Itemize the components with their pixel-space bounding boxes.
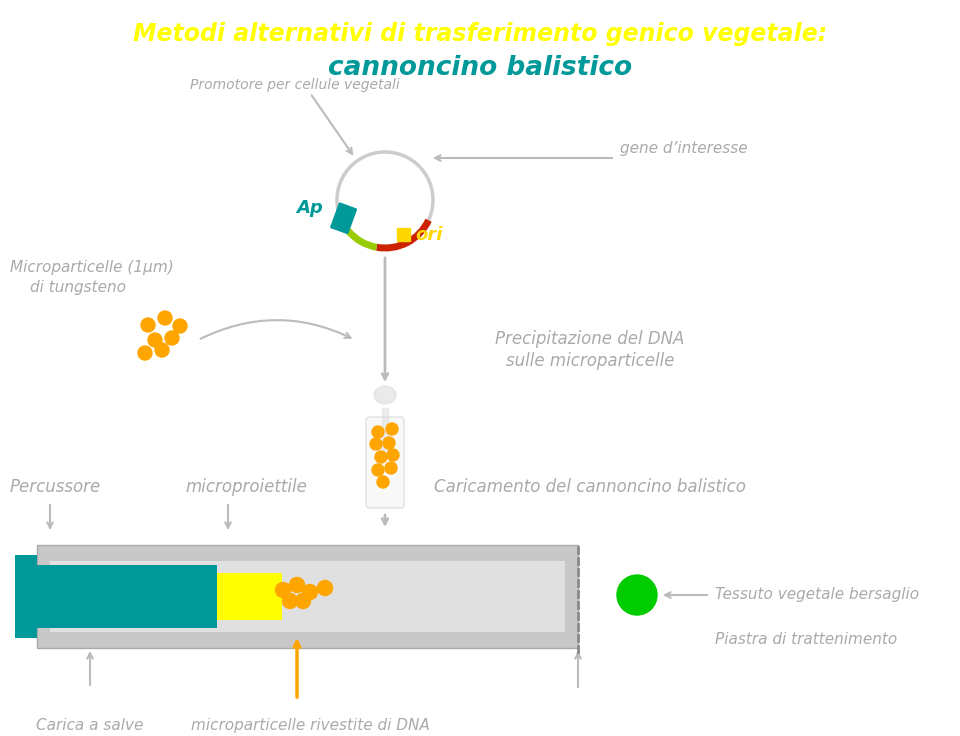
Circle shape [370, 438, 382, 450]
Circle shape [617, 575, 657, 615]
Ellipse shape [374, 386, 396, 404]
Text: ori: ori [415, 226, 443, 244]
Bar [397, 228, 410, 241]
Circle shape [318, 581, 332, 595]
Circle shape [282, 593, 298, 609]
Text: Ap: Ap [297, 199, 323, 217]
Text: Piastra di trattenimento: Piastra di trattenimento [715, 632, 898, 648]
Text: Caricamento del cannoncino balistico: Caricamento del cannoncino balistico [434, 478, 746, 496]
Text: Metodi alternativi di trasferimento genico vegetale:: Metodi alternativi di trasferimento geni… [132, 22, 828, 46]
Circle shape [290, 578, 304, 592]
Circle shape [385, 462, 397, 474]
Text: microparticelle rivestite di DNA: microparticelle rivestite di DNA [191, 718, 429, 733]
Text: Carica a salve: Carica a salve [36, 718, 144, 733]
Text: di tungsteno: di tungsteno [30, 280, 126, 295]
Circle shape [138, 346, 152, 360]
Text: microproiettile: microproiettile [185, 478, 307, 496]
Text: Microparticelle (1μm): Microparticelle (1μm) [10, 260, 174, 275]
Text: Tessuto vegetale bersaglio: Tessuto vegetale bersaglio [715, 587, 919, 603]
Circle shape [148, 333, 162, 347]
FancyBboxPatch shape [366, 417, 404, 508]
Circle shape [165, 331, 179, 345]
Circle shape [173, 319, 187, 333]
Circle shape [386, 423, 398, 435]
Circle shape [383, 437, 395, 449]
Bar [15, 555, 37, 638]
Bar [382, 408, 388, 450]
Text: gene d’interesse: gene d’interesse [620, 141, 748, 155]
Circle shape [276, 582, 291, 598]
Text: Precipitazione del DNA: Precipitazione del DNA [495, 330, 684, 348]
Bar [37, 545, 578, 648]
Bar [217, 573, 282, 620]
Bar [37, 565, 217, 628]
Circle shape [302, 584, 318, 600]
Text: Promotore per cellule vegetali: Promotore per cellule vegetali [190, 78, 400, 92]
Bar [50, 561, 565, 632]
Circle shape [155, 343, 169, 357]
Circle shape [375, 451, 387, 463]
Circle shape [372, 426, 384, 438]
Text: Percussore: Percussore [10, 478, 101, 496]
Circle shape [372, 464, 384, 476]
Circle shape [377, 476, 389, 488]
Circle shape [158, 311, 172, 325]
Text: cannoncino balistico: cannoncino balistico [328, 55, 632, 81]
Circle shape [141, 318, 155, 332]
Bar [330, 203, 356, 233]
Circle shape [387, 449, 399, 461]
Circle shape [296, 593, 310, 609]
Text: sulle microparticelle: sulle microparticelle [506, 352, 674, 370]
